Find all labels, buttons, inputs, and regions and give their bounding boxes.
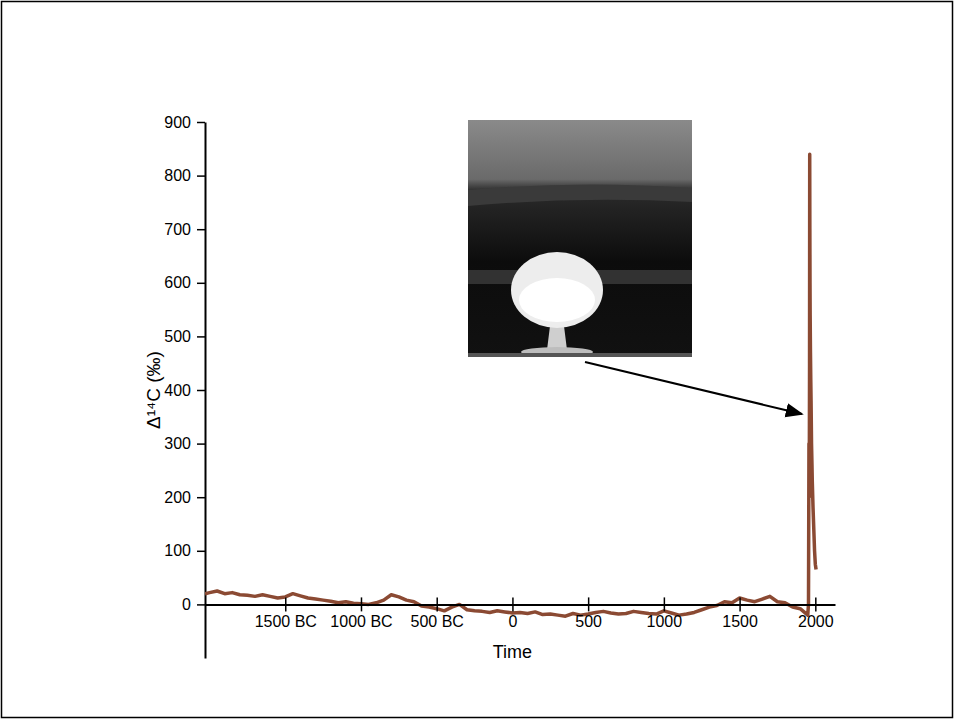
photo-ground: [468, 353, 692, 357]
y-tick-mark: [197, 390, 205, 392]
x-tick-mark: [815, 597, 817, 611]
y-tick-label: 100: [164, 542, 191, 559]
y-tick-label: 600: [164, 274, 191, 291]
y-tick: 0: [182, 596, 205, 613]
x-tick-mark: [361, 597, 363, 611]
x-tick-mark: [285, 597, 287, 611]
x-axis-line: [206, 604, 836, 606]
x-tick-label: 1500 BC: [255, 613, 317, 630]
y-tick-mark: [197, 175, 205, 177]
y-tick-label: 300: [164, 435, 191, 452]
x-tick: 500: [575, 597, 602, 629]
y-tick: 100: [164, 542, 205, 559]
photo: [468, 120, 692, 357]
x-tick-label: 1000: [647, 613, 683, 630]
y-tick-mark: [197, 336, 205, 338]
y-tick: 300: [164, 435, 205, 452]
y-tick-mark: [197, 122, 205, 124]
x-tick-mark: [588, 597, 590, 611]
y-tick-label: 800: [164, 167, 191, 184]
x-tick-label: 1000 BC: [330, 613, 392, 630]
y-tick: 700: [164, 221, 205, 238]
y-tick-mark: [197, 497, 205, 499]
y-tick-mark: [197, 551, 205, 553]
photo-background: [468, 120, 692, 357]
y-axis: 0 100 200 300 400 500 600 700 800 900: [164, 114, 205, 659]
y-tick-label: 500: [164, 328, 191, 345]
x-tick: 1500 BC: [255, 597, 317, 629]
chart: 0 100 200 300 400 500 600 700 800 900 1500 BC 1000 …: [0, 0, 955, 719]
photo-cloud-layer: [468, 184, 692, 206]
x-tick-mark: [739, 597, 741, 611]
x-axis: 1500 BC 1000 BC 500 BC 0 500 1000 1500 2000: [206, 597, 836, 629]
photo-cap-glow: [519, 278, 595, 322]
x-tick-label: 2000: [798, 613, 834, 630]
x-axis-title: Time: [493, 642, 532, 662]
y-tick-label: 700: [164, 221, 191, 238]
y-axis-title: Δ¹⁴C (‰): [143, 351, 164, 429]
arrow: [585, 362, 802, 414]
y-tick-label: 0: [182, 596, 191, 613]
x-tick-mark: [664, 597, 666, 611]
x-tick: 1000: [647, 597, 683, 629]
y-tick: 400: [164, 382, 205, 399]
photo-cap: [511, 252, 603, 328]
y-tick: 600: [164, 274, 205, 291]
y-tick-label: 400: [164, 382, 191, 399]
y-tick-label: 900: [164, 114, 191, 131]
y-tick-mark: [197, 443, 205, 445]
x-tick-label: 500: [575, 613, 602, 630]
x-tick-label: 500 BC: [411, 613, 464, 630]
x-tick: 0: [508, 597, 517, 629]
x-tick: 500 BC: [411, 597, 464, 629]
y-tick-mark: [197, 229, 205, 231]
x-tick-label: 0: [508, 613, 517, 630]
x-tick: 1500: [722, 597, 758, 629]
x-tick: 2000: [798, 597, 834, 629]
frame: [2, 2, 953, 718]
x-tick-mark: [512, 597, 514, 611]
y-tick-label: 200: [164, 489, 191, 506]
x-tick-mark: [436, 597, 438, 611]
x-tick: 1000 BC: [330, 597, 392, 629]
x-tick-label: 1500: [722, 613, 758, 630]
y-tick: 200: [164, 489, 205, 506]
y-tick-mark: [197, 604, 205, 606]
y-tick: 800: [164, 167, 205, 184]
y-tick-mark: [197, 283, 205, 285]
y-tick: 500: [164, 328, 205, 345]
y-tick: 900: [164, 114, 205, 131]
